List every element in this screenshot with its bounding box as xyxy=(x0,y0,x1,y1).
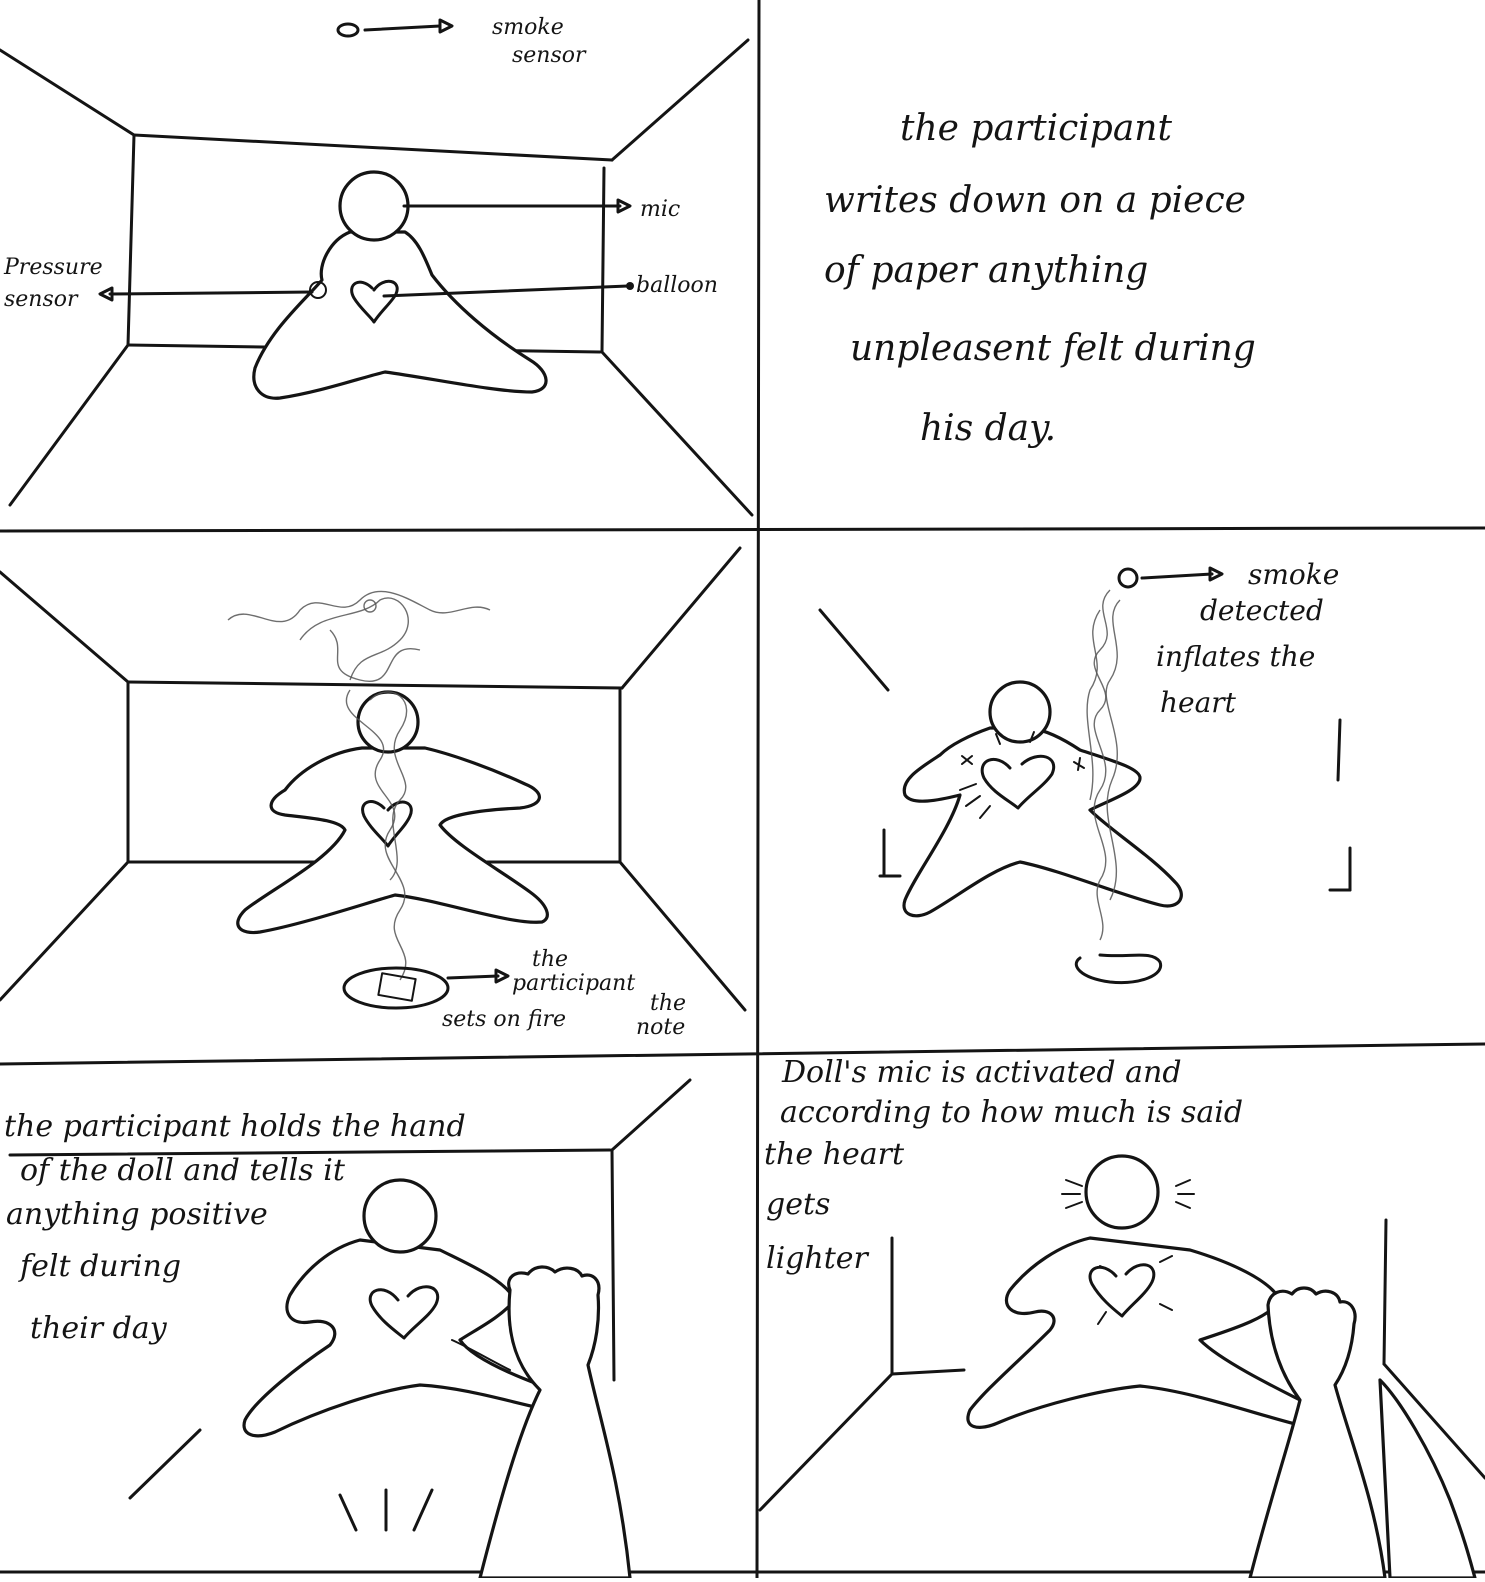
room-perspective xyxy=(758,1218,1485,1512)
pressure-sensor-label-1: Pressure xyxy=(3,255,103,280)
motion-line-icon xyxy=(338,1493,358,1532)
doll xyxy=(242,1178,561,1438)
caption-line: writes down on a piece xyxy=(824,180,1246,221)
smoke-swirl xyxy=(227,590,491,981)
caption-line: Doll's mic is activated and xyxy=(781,1055,1182,1090)
arrow-icon xyxy=(363,24,442,32)
fire-label-1: the xyxy=(532,947,568,972)
sparkle-icon xyxy=(1073,757,1085,771)
arrow-head-icon xyxy=(438,18,454,34)
smoke-detected-label-2: detected xyxy=(1200,594,1324,627)
caption-line: felt during xyxy=(18,1249,181,1284)
pressure-arrow-icon xyxy=(108,290,314,296)
doll-head xyxy=(338,170,410,242)
sound-lines-icon xyxy=(1061,1179,1083,1209)
caption-line: according to how much is said xyxy=(780,1095,1243,1130)
arrow-dot-icon xyxy=(626,282,634,290)
doll-head xyxy=(1084,1154,1160,1230)
caption-line: lighter xyxy=(766,1241,870,1276)
smoke-column xyxy=(1086,589,1121,941)
heart-icon xyxy=(1088,1263,1156,1318)
balloon-label: balloon xyxy=(636,273,718,298)
panel-6-mic-active: Doll's mic is activated and according to… xyxy=(758,1055,1485,1580)
caption-line: anything positive xyxy=(6,1197,268,1232)
sparkle-icon xyxy=(1097,1255,1173,1325)
arrow-head-icon xyxy=(616,198,632,214)
panel-5-hold-hand: the participant holds the hand of the do… xyxy=(4,1078,692,1580)
caption-line: the participant holds the hand xyxy=(4,1109,466,1144)
smoke-sensor-icon xyxy=(336,22,360,38)
smoke-detected-label-4: heart xyxy=(1160,686,1237,719)
participant-hand xyxy=(451,1265,632,1580)
sound-lines-icon xyxy=(1175,1179,1195,1209)
caption-line: the participant xyxy=(900,108,1172,149)
arrow-icon xyxy=(446,974,500,980)
smoke-detected-label-1: smoke xyxy=(1248,558,1339,591)
panel-2-caption: the participant writes down on a piece o… xyxy=(824,108,1256,449)
arrow-head-icon xyxy=(494,968,510,984)
doll xyxy=(966,1154,1331,1432)
fire-label-3: sets on fire xyxy=(442,1007,566,1032)
balloon-arrow-icon xyxy=(382,284,630,298)
fire-label-2: participant xyxy=(512,971,635,996)
burning-dish xyxy=(342,966,450,1010)
heart-icon xyxy=(368,1285,440,1340)
pressure-sensor-label-2: sensor xyxy=(4,287,79,312)
doll xyxy=(902,680,1183,918)
panel-4-inflate: smoke detected inflates the heart xyxy=(818,558,1352,985)
heart-icon xyxy=(350,279,399,324)
fire-label-5: note xyxy=(636,1015,685,1040)
caption-line: of paper anything xyxy=(824,250,1148,291)
fire-label-4: the xyxy=(650,991,686,1016)
caption-line: the heart xyxy=(764,1137,905,1172)
mic-label: mic xyxy=(640,197,680,222)
panel-3-burning: the participant sets on fire the note xyxy=(0,546,747,1040)
doll-head xyxy=(988,680,1052,744)
room-corners xyxy=(818,608,1352,892)
motion-line-icon xyxy=(412,1488,434,1532)
caption-line: of the doll and tells it xyxy=(20,1153,346,1188)
caption-line: gets xyxy=(766,1187,830,1222)
note-paper-icon xyxy=(377,972,417,1002)
doll-head xyxy=(362,1178,438,1254)
smoke-detected-label-3: inflates the xyxy=(1156,640,1315,673)
smoke-sensor-label-1: smoke xyxy=(492,15,564,40)
dish-icon xyxy=(1074,953,1163,985)
arrow-head-icon xyxy=(1208,566,1224,582)
panel-1-setup: smoke sensor mic balloon Pressure sensor xyxy=(0,15,754,517)
arrow-head-icon xyxy=(98,286,114,302)
heart-icon xyxy=(361,800,413,848)
smoke-sensor-label-2: sensor xyxy=(512,43,587,68)
doll xyxy=(236,690,549,935)
caption-line: their day xyxy=(30,1311,168,1346)
sparkle-icon xyxy=(961,755,973,765)
arrow-icon xyxy=(1140,572,1214,580)
pressure-sensor-icon xyxy=(309,281,327,299)
heart-icon xyxy=(980,754,1056,810)
smoke-sensor-icon xyxy=(1117,567,1139,589)
caption-line: his day. xyxy=(920,408,1056,449)
participant-hand xyxy=(1248,1286,1477,1580)
doll-head xyxy=(356,690,420,754)
room-perspective xyxy=(8,1078,692,1500)
caption-line: unpleasent felt during xyxy=(850,328,1256,369)
